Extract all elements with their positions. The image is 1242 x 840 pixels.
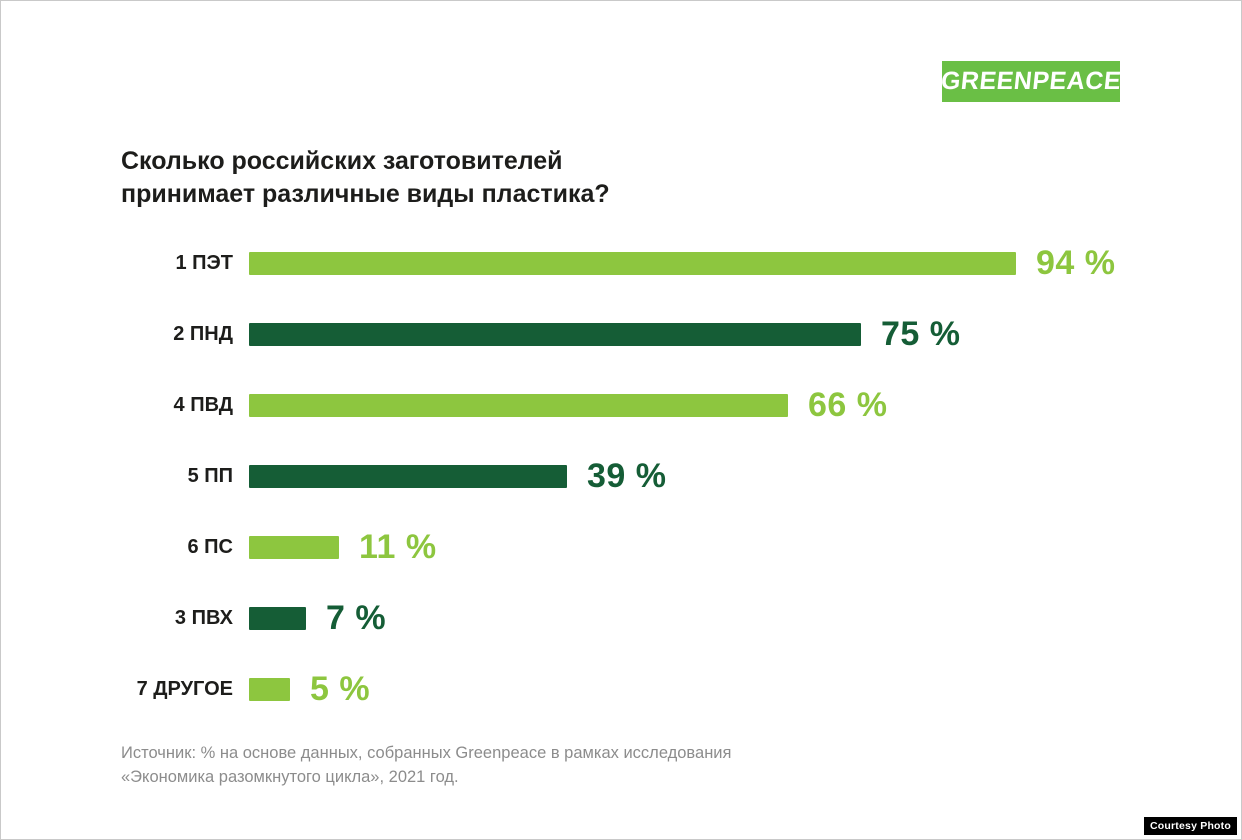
category-label: 7 ДРУГОЕ: [136, 678, 233, 700]
chart-title-line1: Сколько российских заготовителей: [121, 147, 563, 175]
category-label: 6 ПС: [187, 536, 234, 558]
source-note-line1: Источник: % на основе данных, собранных …: [121, 744, 732, 762]
bar-track: 5 %: [249, 670, 1131, 709]
courtesy-photo-badge: Courtesy Photo: [1144, 817, 1237, 835]
bar-value-label: 7 %: [326, 599, 387, 637]
bar-row: 6 ПС 11 %: [121, 512, 1131, 583]
bar: [249, 323, 861, 346]
bar: [249, 607, 306, 630]
bar-value-label: 94 %: [1036, 244, 1116, 282]
bar-track: 94 %: [249, 244, 1131, 283]
source-note: Источник: % на основе данных, собранных …: [121, 742, 731, 790]
bar-row: 4 ПВД 66 %: [121, 370, 1131, 441]
bar-value-label: 5 %: [310, 670, 371, 708]
bar-value-label: 75 %: [881, 315, 961, 353]
bar-row: 5 ПП 39 %: [121, 441, 1131, 512]
bar-track: 11 %: [249, 528, 1131, 567]
bar-chart: 1 ПЭТ 94 % 2 ПНД 75 % 4 ПВД 66 % 5 ПП 39 % 6 ПС 1…: [121, 228, 1131, 725]
bar-row: 3 ПВХ 7 %: [121, 583, 1131, 654]
bar-track: 75 %: [249, 315, 1131, 354]
bar-track: 39 %: [249, 457, 1131, 496]
chart-title-line2: принимает различные виды пластика?: [121, 180, 610, 208]
bar-value-label: 39 %: [587, 457, 667, 495]
bar: [249, 536, 339, 559]
bar-row: 7 ДРУГОЕ 5 %: [121, 654, 1131, 725]
bar-value-label: 11 %: [359, 528, 437, 566]
source-note-line2: «Экономика разомкнутого цикла», 2021 год…: [121, 767, 459, 786]
category-label: 4 ПВД: [173, 394, 233, 416]
category-label: 2 ПНД: [173, 323, 233, 345]
bar-row: 2 ПНД 75 %: [121, 299, 1131, 370]
bar-track: 7 %: [249, 599, 1131, 638]
bar: [249, 678, 290, 701]
bar: [249, 465, 567, 488]
bar: [249, 252, 1016, 275]
bar-track: 66 %: [249, 386, 1131, 425]
chart-title: Сколько российских заготовителей принима…: [121, 145, 610, 211]
category-label: 3 ПВХ: [174, 607, 233, 629]
category-label: 1 ПЭТ: [175, 252, 234, 274]
bar-value-label: 66 %: [808, 386, 888, 424]
bar-row: 1 ПЭТ 94 %: [121, 228, 1131, 299]
greenpeace-logo: GREENPEACE: [939, 61, 1123, 102]
greenpeace-logo-text: GREENPEACE: [939, 67, 1123, 95]
bar: [249, 394, 788, 417]
category-label: 5 ПП: [187, 465, 233, 487]
